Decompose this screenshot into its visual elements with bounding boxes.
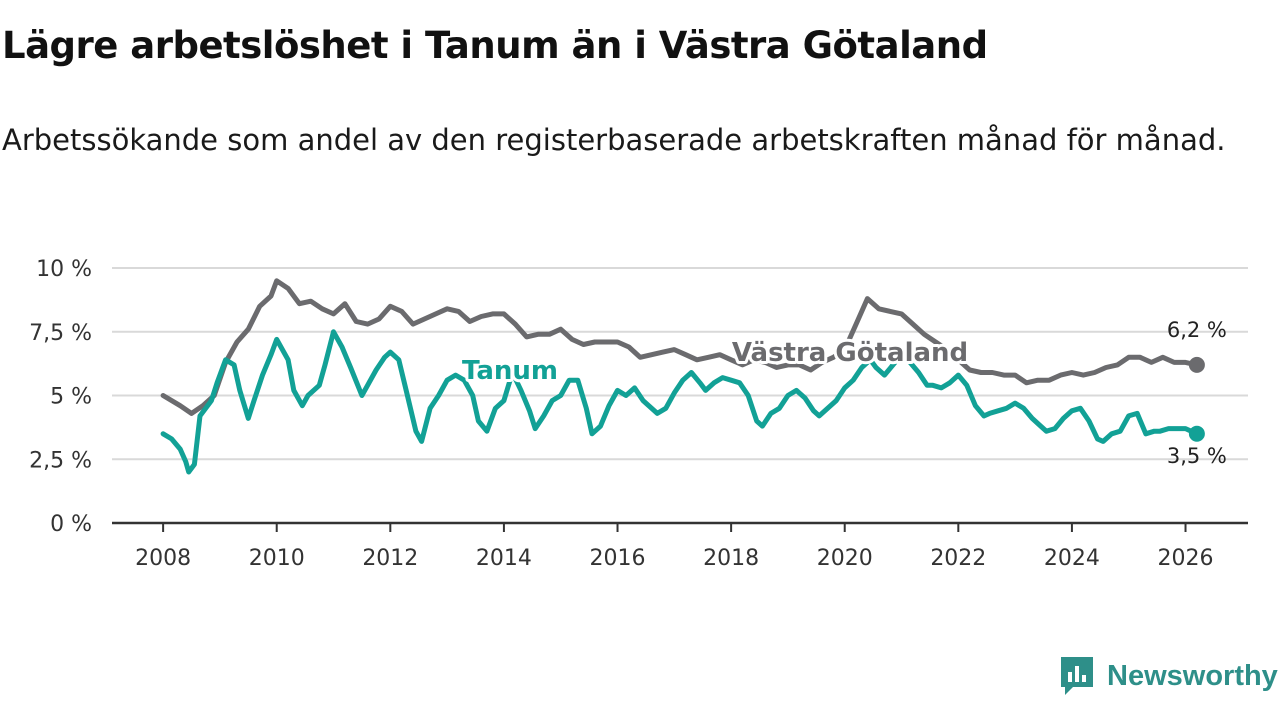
end-value-label: 6,2 % [1167, 318, 1227, 342]
y-tick-label: 10 % [36, 257, 92, 282]
x-tick-label: 2020 [817, 546, 873, 571]
series-group [160, 278, 1205, 475]
x-tick-label: 2022 [930, 546, 986, 571]
series-label: Västra Götaland [732, 338, 968, 368]
x-tick-label: 2014 [476, 546, 532, 571]
chart-subtitle: Arbetssökande som andel av den registerb… [2, 123, 1226, 157]
y-tick-label: 7,5 % [29, 321, 92, 346]
series-end-point [1188, 425, 1205, 442]
x-tick-label: 2026 [1158, 546, 1214, 571]
y-tick-label: 0 % [50, 512, 92, 537]
x-tick-label: 2024 [1044, 546, 1100, 571]
series-line-vastra-gotaland [160, 278, 1200, 416]
series-labels: 6,2 % Västra Götaland 3,5 % Tanum [459, 318, 1227, 468]
y-axis-ticks: 0 % 2,5 % 5 % 7,5 % 10 % [29, 257, 92, 537]
chart-title: Lägre arbetslöshet i Tanum än i Västra G… [2, 24, 988, 67]
grid-lines [112, 267, 1248, 461]
x-tick-label: 2008 [135, 546, 191, 571]
x-tick-label: 2018 [703, 546, 759, 571]
series-label: Tanum [462, 356, 558, 386]
end-value-label: 3,5 % [1167, 444, 1227, 468]
brand-logo[interactable]: Newsworthy [1059, 654, 1278, 698]
brand-name: Newsworthy [1107, 659, 1278, 692]
x-axis: 2008 2010 2012 2014 2016 2018 2020 2022 2024 2026 [112, 521, 1248, 571]
series-line-tanum [160, 329, 1200, 475]
newsworthy-icon [1061, 657, 1093, 695]
x-tick-label: 2010 [249, 546, 305, 571]
series-end-point [1188, 356, 1205, 373]
x-tick-label: 2012 [362, 546, 418, 571]
x-tick-label: 2016 [590, 546, 646, 571]
y-tick-label: 5 % [50, 385, 92, 410]
y-tick-label: 2,5 % [29, 448, 92, 473]
